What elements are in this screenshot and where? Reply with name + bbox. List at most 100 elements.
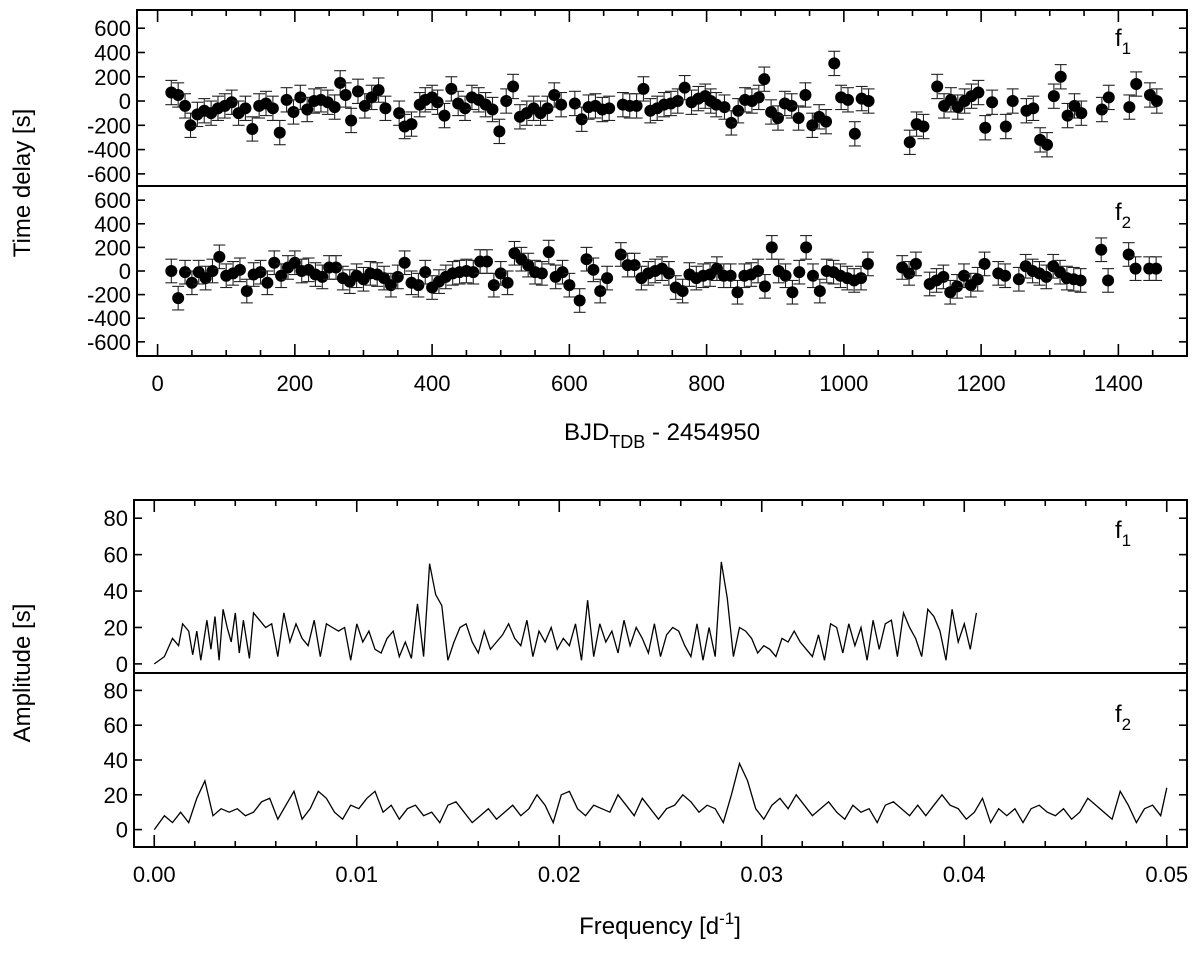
- data-point: [494, 261, 507, 286]
- marker: [793, 266, 806, 279]
- x-tick-label: 0.01: [335, 862, 378, 887]
- data-point: [172, 82, 185, 108]
- data-point: [855, 265, 868, 291]
- marker: [1012, 273, 1025, 286]
- marker: [542, 246, 555, 259]
- data-point: [246, 116, 259, 142]
- marker: [351, 85, 364, 98]
- marker: [487, 279, 500, 292]
- y-tick-label: -600: [87, 330, 131, 355]
- y-tick-label: 200: [94, 65, 131, 90]
- x-tick-label: 200: [276, 371, 313, 396]
- marker: [301, 103, 314, 116]
- data-point: [1027, 95, 1040, 122]
- panel-frame: [133, 672, 1188, 848]
- data-point: [1150, 256, 1163, 281]
- y-tick-label: 400: [94, 40, 131, 65]
- data-point: [254, 259, 267, 285]
- data-points: [165, 235, 1163, 313]
- data-point: [280, 87, 293, 113]
- data-point: [493, 118, 506, 145]
- data-point: [568, 90, 581, 117]
- marker: [1027, 102, 1040, 115]
- marker: [501, 276, 514, 289]
- data-point: [398, 250, 411, 276]
- marker: [179, 266, 192, 279]
- marker: [563, 279, 576, 292]
- data-point: [651, 95, 664, 122]
- marker: [541, 102, 554, 115]
- data-point: [308, 88, 321, 114]
- marker: [855, 272, 868, 285]
- data-point: [232, 100, 245, 126]
- marker: [971, 273, 984, 286]
- data-point: [1006, 88, 1019, 114]
- data-point: [1034, 127, 1047, 153]
- marker: [330, 261, 343, 274]
- marker: [294, 91, 307, 104]
- data-point: [273, 119, 286, 146]
- y-tick-label: 20: [104, 783, 128, 808]
- data-point: [345, 107, 358, 134]
- marker: [909, 257, 922, 270]
- data-point: [978, 251, 991, 277]
- marker: [419, 266, 432, 279]
- y-tick-label: 80: [104, 506, 128, 531]
- marker: [358, 99, 371, 112]
- marker: [240, 285, 253, 298]
- marker: [986, 96, 999, 109]
- marker: [732, 104, 745, 117]
- marker: [412, 279, 425, 292]
- data-point: [848, 121, 861, 147]
- marker: [179, 99, 192, 112]
- marker: [1047, 90, 1060, 103]
- marker: [1095, 243, 1108, 256]
- marker: [273, 126, 286, 139]
- data-point: [1075, 100, 1088, 126]
- data-point: [1040, 264, 1053, 290]
- marker: [254, 266, 267, 279]
- x-axis-label-frequency: Frequency [d-1]: [579, 909, 741, 940]
- data-point: [724, 263, 737, 289]
- marker: [1122, 248, 1135, 261]
- data-point: [500, 88, 513, 114]
- x-tick-label: 1000: [819, 371, 868, 396]
- data-point: [861, 251, 874, 277]
- marker: [393, 107, 406, 120]
- y-tick-label: 0: [116, 652, 128, 677]
- data-point: [806, 263, 819, 289]
- y-tick-label: 400: [94, 212, 131, 237]
- data-point: [800, 235, 813, 260]
- marker: [165, 265, 178, 277]
- x-tick-label: 0.05: [1145, 862, 1188, 887]
- marker: [233, 263, 246, 276]
- marker: [786, 286, 799, 299]
- marker: [951, 280, 964, 293]
- marker: [813, 285, 826, 298]
- marker: [493, 125, 506, 138]
- marker: [287, 105, 300, 118]
- data-point: [1102, 84, 1115, 111]
- marker: [628, 259, 641, 272]
- data-point: [903, 261, 916, 286]
- marker: [206, 265, 219, 277]
- data-point: [391, 264, 404, 290]
- marker: [862, 95, 875, 108]
- data-point: [358, 93, 371, 119]
- marker: [792, 112, 805, 125]
- marker: [405, 118, 418, 131]
- data-point: [563, 272, 576, 298]
- marker: [937, 270, 950, 283]
- marker: [724, 269, 737, 282]
- data-point: [179, 93, 192, 119]
- data-point: [487, 272, 500, 298]
- data-point: [501, 270, 514, 296]
- marker: [861, 257, 874, 270]
- data-point: [628, 252, 641, 278]
- data-point: [786, 279, 799, 305]
- data-point: [799, 82, 812, 108]
- y-tick-label: 0: [119, 259, 131, 284]
- marker: [785, 99, 798, 112]
- marker: [431, 96, 444, 109]
